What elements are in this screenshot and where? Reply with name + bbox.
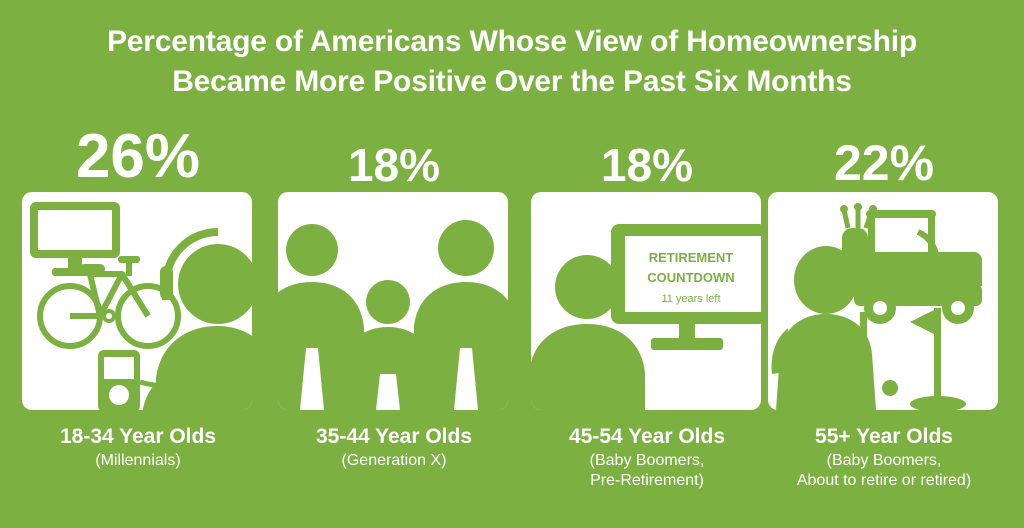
- icon-panel-retirement-countdown: RETIREMENT COUNTDOWN 11 years left: [531, 192, 761, 410]
- caption-sub-18-34: (Millennials): [95, 452, 181, 469]
- icon-panel-family: [278, 192, 508, 410]
- millennial-lifestyle-icon: [30, 202, 252, 410]
- caption-35-44: 35-44 Year Olds (Generation X): [278, 424, 510, 471]
- stat-percent-35-44: 18%: [347, 139, 441, 191]
- stat-column-45-54: 18% RETIREMENT COUNTDOWN 11 years left: [531, 110, 763, 491]
- caption-main-45-54: 45-54 Year Olds: [568, 425, 726, 448]
- stat-column-55-plus: 22%: [768, 110, 1000, 491]
- page-title: Percentage of Americans Whose View of Ho…: [0, 22, 1024, 102]
- caption-sub2-45-54: Pre-Retirement): [590, 472, 704, 489]
- family-of-three-icon: [278, 220, 508, 410]
- stat-percent-18-34: 26%: [75, 122, 201, 191]
- screen-text-line-3: 11 years left: [661, 293, 720, 305]
- caption-main-35-44: 35-44 Year Olds: [315, 425, 473, 448]
- caption-sub-55-plus: (Baby Boomers,: [826, 452, 942, 469]
- screen-text-line-1: RETIREMENT: [649, 250, 734, 265]
- icon-panel-golf-retirement: [768, 192, 998, 410]
- stat-percent-55-plus: 22%: [833, 135, 935, 191]
- caption-55-plus: 55+ Year Olds (Baby Boomers, About to re…: [768, 424, 1000, 491]
- stat-percent-45-54: 18%: [600, 139, 694, 191]
- screen-text-line-2: COUNTDOWN: [647, 270, 734, 285]
- caption-main-55-plus: 55+ Year Olds: [815, 425, 953, 448]
- caption-45-54: 45-54 Year Olds (Baby Boomers, Pre-Retir…: [531, 424, 763, 491]
- caption-sub2-55-plus: About to retire or retired): [796, 472, 972, 489]
- stat-column-18-34: 26%: [22, 110, 254, 471]
- stat-column-35-44: 18%: [278, 110, 510, 471]
- caption-18-34: 18-34 Year Olds (Millennials): [22, 424, 254, 471]
- title-line-2: Became More Positive Over the Past Six M…: [172, 65, 852, 98]
- caption-sub-35-44: (Generation X): [341, 452, 447, 469]
- icon-panel-millennial-lifestyle: [22, 192, 252, 410]
- golf-retirement-icon: [771, 203, 982, 410]
- title-line-1: Percentage of Americans Whose View of Ho…: [106, 25, 917, 58]
- caption-main-18-34: 18-34 Year Olds: [59, 425, 217, 448]
- caption-sub-45-54: (Baby Boomers,: [589, 452, 705, 469]
- retirement-countdown-icon: RETIREMENT COUNTDOWN 11 years left: [531, 224, 761, 410]
